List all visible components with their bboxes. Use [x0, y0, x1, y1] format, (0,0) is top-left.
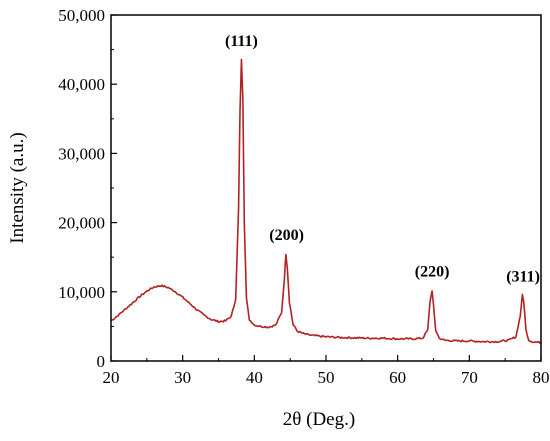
peak-label: (111)	[225, 33, 258, 50]
y-tick-label: 10,000	[58, 283, 105, 302]
x-tick-label: 80	[533, 368, 550, 387]
x-tick-label: 20	[103, 368, 120, 387]
y-tick-label: 0	[97, 352, 106, 371]
x-tick-label: 40	[246, 368, 263, 387]
y-tick-label: 50,000	[58, 6, 105, 25]
x-axis-title: 2θ (Deg.)	[283, 409, 355, 430]
x-tick-label: 70	[461, 368, 478, 387]
y-axis-title: Intensity (a.u.)	[7, 132, 28, 243]
peak-label: (200)	[269, 227, 304, 244]
x-tick-label: 60	[389, 368, 406, 387]
plot-area: (111) (200) (220) (311)	[110, 33, 542, 344]
x-tick-label: 50	[318, 368, 335, 387]
peak-label: (220)	[415, 264, 450, 281]
xrd-series-line	[110, 58, 542, 344]
y-tick-label: 40,000	[58, 75, 105, 94]
x-tick-label: 30	[174, 368, 191, 387]
y-tick-label: 30,000	[58, 144, 105, 163]
y-tick-label: 20,000	[58, 214, 105, 233]
plot-frame	[110, 14, 542, 362]
peak-label: (311)	[506, 268, 540, 285]
axes: 20 30 40 50 60 70 80 0 10,000 20,000 30,000 40,000 5…	[58, 6, 549, 387]
